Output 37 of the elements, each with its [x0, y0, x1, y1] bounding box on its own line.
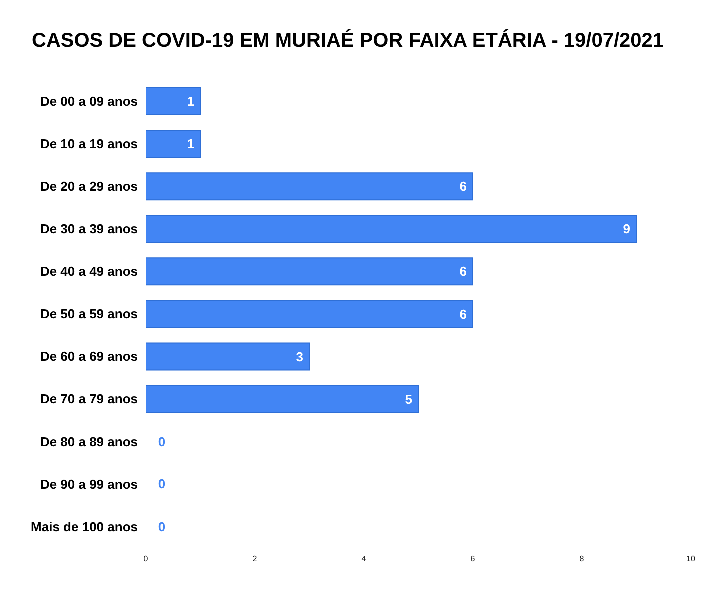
data-label: 0 — [158, 434, 166, 450]
y-tick-label: De 70 a 79 anos — [40, 392, 138, 407]
x-tick-label: 8 — [580, 554, 585, 564]
bar — [146, 88, 201, 116]
x-tick-label: 10 — [686, 554, 696, 564]
data-label: 9 — [623, 222, 630, 237]
bar — [146, 172, 474, 201]
bar — [146, 385, 419, 414]
bar — [146, 215, 637, 244]
data-label: 3 — [296, 349, 304, 364]
bar — [146, 342, 310, 371]
data-label: 1 — [187, 136, 194, 152]
bar — [146, 130, 201, 158]
x-tick-label: 6 — [470, 554, 476, 564]
data-label: 6 — [460, 179, 467, 194]
x-tick-label: 0 — [144, 554, 149, 564]
y-tick-label: De 60 a 69 anos — [40, 349, 138, 364]
chart-title: CASOS DE COVID-19 EM MURIAÉ POR FAIXA ETÁRIA - 19/07/2021 — [32, 30, 664, 53]
y-tick-label: De 20 a 29 anos — [40, 178, 138, 194]
x-tick-label: 2 — [252, 554, 258, 564]
y-tick-label: De 00 a 09 anos — [40, 94, 138, 109]
bar — [146, 300, 474, 328]
y-tick-label: De 30 a 39 anos — [40, 222, 138, 237]
data-label: 0 — [158, 519, 166, 534]
y-tick-label: De 10 a 19 anos — [40, 136, 138, 152]
y-tick-label: De 50 a 59 anos — [40, 306, 138, 322]
data-label: 1 — [187, 94, 194, 110]
x-tick-label: 4 — [362, 554, 367, 564]
y-tick-label: De 40 a 49 anos — [40, 264, 138, 280]
bar — [146, 258, 474, 286]
data-label: 6 — [460, 264, 467, 280]
data-label: 5 — [405, 392, 412, 407]
y-tick-label: De 90 a 99 anos — [40, 476, 138, 492]
data-label: 0 — [158, 476, 166, 492]
y-tick-label: De 80 a 89 anos — [40, 434, 138, 450]
y-tick-label: Mais de 100 anos — [31, 519, 138, 534]
data-label: 6 — [460, 306, 467, 322]
